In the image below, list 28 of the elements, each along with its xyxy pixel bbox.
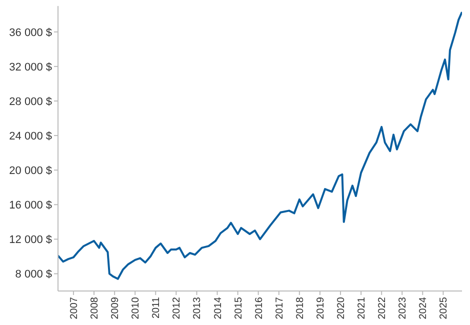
- y-tick-label: 32 000 $: [9, 61, 52, 74]
- x-tick-label: 2007: [68, 296, 80, 320]
- x-tick-label: 2020: [336, 296, 347, 320]
- x-tick-label: 2017: [274, 296, 286, 320]
- y-tick-label: 20 000 $: [9, 164, 52, 177]
- y-tick-label: 28 000 $: [9, 96, 52, 108]
- x-tick-label: 2018: [294, 296, 306, 320]
- x-tick-label: 2015: [233, 296, 244, 320]
- x-tick-label: 2008: [89, 296, 100, 320]
- x-tick-label: 2014: [212, 296, 224, 320]
- x-tick-label: 2009: [110, 296, 122, 320]
- x-tick-label: 2023: [398, 296, 409, 320]
- y-tick-label: 16 000 $: [9, 200, 52, 212]
- x-tick-label: 2022: [377, 296, 388, 320]
- x-tick-label: 2016: [254, 296, 265, 320]
- x-tick-label: 2019: [315, 296, 326, 320]
- x-tick-label: 2011: [151, 296, 162, 319]
- x-tick-label: 2024: [418, 296, 430, 320]
- line-series: [58, 11, 462, 280]
- x-tick-label: 2012: [172, 296, 183, 320]
- y-tick-label: 24 000 $: [9, 130, 52, 142]
- x-tick-label: 2010: [130, 296, 142, 320]
- x-tick-label: 2021: [356, 296, 368, 320]
- y-tick-label: 12 000 $: [9, 234, 52, 246]
- y-tick-label: 36 000 $: [9, 26, 52, 39]
- x-tick-label: 2025: [438, 296, 450, 320]
- x-tick-label: 2013: [192, 296, 204, 320]
- y-tick-label: 8 000 $: [15, 268, 52, 281]
